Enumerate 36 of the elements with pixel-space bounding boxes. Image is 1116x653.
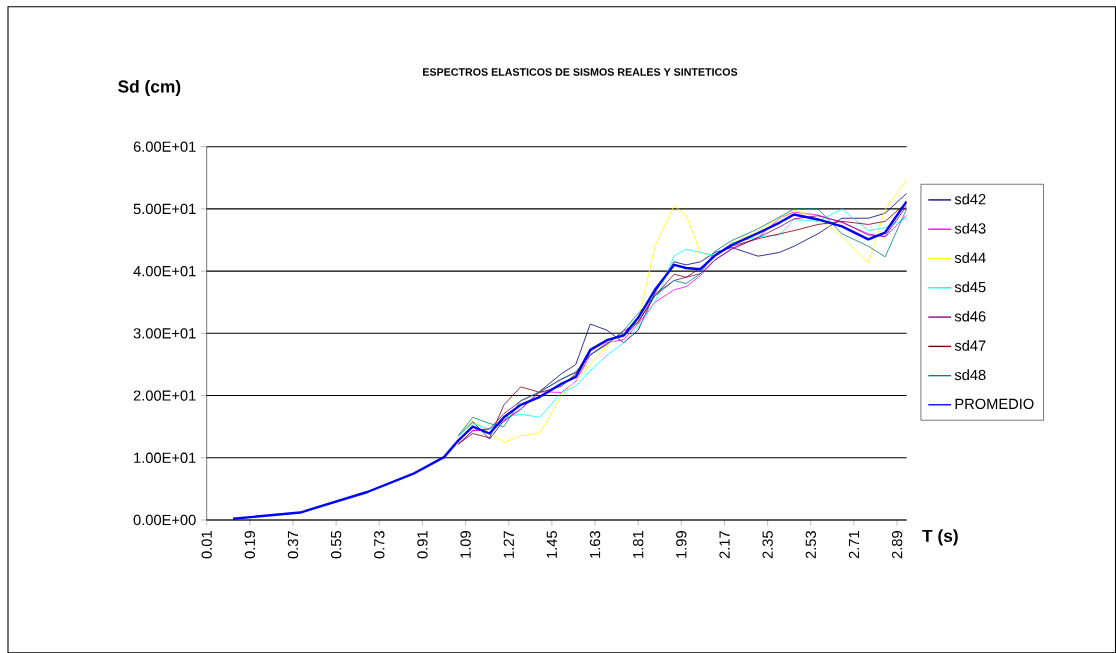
- x-tick-label: 1.63: [589, 530, 601, 558]
- chart-title: ESPECTROS ELASTICOS DE SISMOS REALES Y SINTETICOS: [423, 68, 738, 76]
- x-tick-label: 0.73: [374, 530, 385, 559]
- x-tick-label: 2.71: [848, 530, 860, 559]
- x-tick-label: 0.55: [330, 530, 342, 559]
- x-tick-label: 2.89: [891, 530, 903, 559]
- line-series: [231, 200, 907, 520]
- x-tick-label: 2.35: [762, 530, 773, 559]
- legend-label: sd46: [954, 310, 986, 322]
- legend-label: sd42: [954, 193, 986, 205]
- x-tick-label: 1.09: [460, 530, 471, 558]
- legend-label: sd44: [954, 252, 986, 263]
- y-tick-label: 3.00E+01: [133, 328, 196, 339]
- y-tick-label: 4.00E+01: [133, 265, 196, 277]
- x-axis-title: T (s): [922, 529, 958, 546]
- x-tick-label: 2.17: [719, 530, 730, 559]
- y-tick-label: 0.00E+00: [133, 514, 196, 526]
- x-tick-label: 1.45: [546, 530, 557, 558]
- x-tick-label: 1.81: [633, 530, 644, 558]
- x-tick-label: 2.53: [805, 530, 816, 559]
- y-tick-label: 2.00E+01: [133, 390, 196, 401]
- x-tick-label: 0.01: [201, 530, 212, 559]
- legend-label: sd47: [954, 339, 986, 351]
- x-tick-label: 1.27: [503, 530, 514, 558]
- y-axis-title: Sd (cm): [118, 79, 181, 96]
- x-tick-label: 0.91: [417, 530, 428, 559]
- x-tick-label: 0.19: [244, 530, 256, 559]
- x-tick-label: 0.37: [287, 530, 299, 559]
- legend-label: sd43: [954, 222, 986, 234]
- legend-label: PROMEDIO: [955, 398, 1034, 409]
- y-tick-label: 5.00E+01: [133, 203, 196, 214]
- legend-label: sd48: [954, 369, 986, 380]
- y-tick-label: 6.00E+01: [133, 141, 196, 152]
- x-tick-label: 1.99: [676, 530, 687, 558]
- y-tick-label: 1.00E+01: [134, 452, 196, 463]
- legend-label: sd45: [954, 281, 986, 293]
